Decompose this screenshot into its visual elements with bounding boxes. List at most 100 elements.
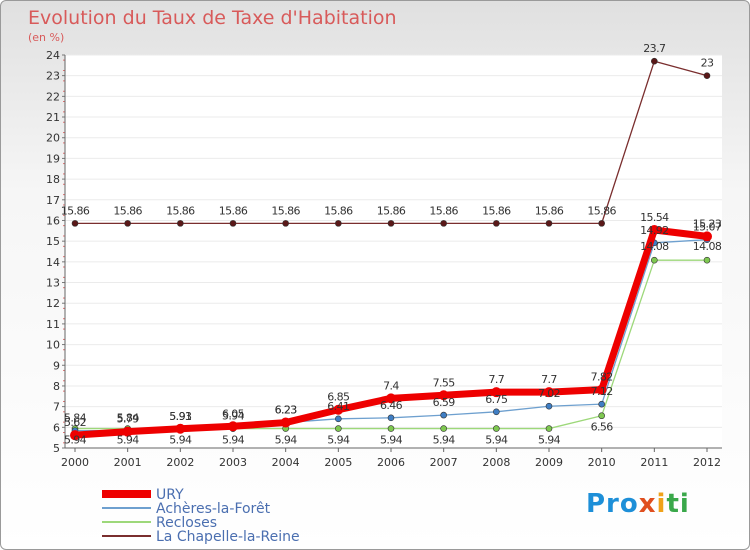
y-tick-label: 19 bbox=[46, 152, 60, 165]
data-label: 15.86 bbox=[429, 204, 458, 217]
data-point bbox=[124, 220, 131, 227]
data-label: 23.7 bbox=[643, 42, 666, 55]
data-label: 6.23 bbox=[275, 404, 298, 417]
data-point bbox=[493, 425, 500, 432]
y-tick-label: 5 bbox=[53, 442, 60, 455]
data-point bbox=[438, 390, 449, 401]
y-tick-label: 17 bbox=[46, 194, 60, 207]
data-point bbox=[651, 256, 658, 264]
data-label: 15.86 bbox=[377, 204, 406, 217]
data-label: 15.86 bbox=[535, 204, 564, 217]
y-tick-label: 15 bbox=[46, 235, 60, 248]
x-tick-label: 2011 bbox=[640, 456, 668, 469]
data-label: 7.7 bbox=[541, 373, 557, 386]
y-tick-label: 11 bbox=[46, 318, 60, 331]
data-point bbox=[545, 425, 553, 432]
data-label: 14.08 bbox=[640, 240, 669, 253]
legend-label: URY bbox=[156, 487, 184, 503]
data-label: 5.91 bbox=[169, 410, 191, 423]
x-tick-label: 2001 bbox=[114, 456, 142, 469]
data-label: 5.94 bbox=[222, 434, 245, 447]
data-label: 23 bbox=[701, 57, 714, 70]
data-label: 5.94 bbox=[222, 410, 245, 423]
data-label: 7.82 bbox=[591, 371, 613, 384]
logo-part: ti bbox=[666, 489, 690, 519]
data-label: 5.94 bbox=[64, 434, 87, 447]
data-label: 7.4 bbox=[383, 379, 399, 392]
data-label: 5.93 bbox=[169, 410, 192, 423]
data-point bbox=[386, 393, 396, 404]
data-label: 15.86 bbox=[113, 204, 142, 217]
y-tick-label: 9 bbox=[53, 359, 60, 372]
chart-title: Evolution du Taux de Taxe d'Habitation bbox=[28, 7, 397, 29]
data-label: 5.62 bbox=[64, 416, 86, 429]
data-point bbox=[280, 417, 291, 428]
data-point bbox=[122, 426, 133, 437]
data-point bbox=[175, 423, 186, 434]
data-label: 5.94 bbox=[433, 434, 456, 447]
logo-part: Pro bbox=[586, 489, 639, 519]
data-point bbox=[493, 220, 500, 227]
legend-label: Recloses bbox=[156, 515, 217, 531]
data-point bbox=[228, 421, 238, 432]
data-point bbox=[387, 414, 395, 422]
y-tick-label: 18 bbox=[46, 173, 60, 186]
data-label: 6.46 bbox=[380, 399, 403, 412]
data-label: 14.08 bbox=[693, 240, 722, 253]
data-label: 15.86 bbox=[61, 204, 90, 217]
data-label: 15.86 bbox=[482, 204, 511, 217]
legend-label: La Chapelle-la-Reine bbox=[156, 529, 300, 545]
x-tick-label: 2004 bbox=[272, 456, 300, 469]
x-tick-label: 2010 bbox=[588, 456, 616, 469]
y-tick-label: 13 bbox=[46, 277, 60, 290]
data-label: 7.12 bbox=[591, 385, 613, 398]
data-label: 6.75 bbox=[485, 393, 508, 406]
x-tick-label: 2000 bbox=[61, 456, 89, 469]
data-point bbox=[229, 220, 237, 227]
x-tick-label: 2009 bbox=[535, 456, 563, 469]
y-tick-label: 16 bbox=[46, 214, 60, 227]
data-label: 5.94 bbox=[485, 434, 508, 447]
x-tick-label: 2005 bbox=[324, 456, 352, 469]
data-point bbox=[493, 408, 500, 416]
data-point bbox=[335, 220, 342, 227]
x-tick-label: 2012 bbox=[693, 456, 721, 469]
data-point bbox=[387, 425, 395, 432]
data-point bbox=[545, 220, 553, 227]
data-point bbox=[71, 220, 79, 227]
y-tick-label: 20 bbox=[46, 132, 60, 145]
logo-part: x bbox=[638, 489, 657, 519]
data-label: 5.94 bbox=[275, 434, 298, 447]
data-point bbox=[282, 220, 289, 227]
data-point bbox=[598, 400, 605, 408]
x-tick-label: 2002 bbox=[166, 456, 194, 469]
data-label: 14.92 bbox=[640, 224, 669, 237]
x-tick-label: 2007 bbox=[430, 456, 458, 469]
data-point bbox=[440, 220, 447, 227]
data-point bbox=[440, 411, 447, 419]
data-point bbox=[545, 402, 553, 410]
y-tick-label: 6 bbox=[53, 421, 60, 434]
y-tick-label: 21 bbox=[46, 111, 60, 124]
data-label: 6.23 bbox=[275, 404, 298, 417]
data-label: 15.54 bbox=[640, 211, 669, 224]
legend-label: Achères-la-Forêt bbox=[156, 501, 271, 517]
y-tick-label: 8 bbox=[53, 380, 60, 393]
data-point bbox=[596, 384, 607, 395]
logo-part: i bbox=[656, 489, 667, 519]
data-label: 6.41 bbox=[327, 400, 349, 413]
data-point bbox=[651, 57, 658, 65]
y-tick-label: 10 bbox=[46, 339, 60, 352]
data-label: 15.86 bbox=[271, 204, 300, 217]
data-point bbox=[335, 425, 342, 432]
data-point bbox=[598, 220, 605, 227]
data-label: 6.85 bbox=[327, 391, 350, 404]
data-point bbox=[491, 387, 502, 398]
y-tick-label: 7 bbox=[53, 401, 60, 414]
data-label: 15.23 bbox=[693, 217, 722, 230]
data-label: 5.84 bbox=[117, 412, 140, 425]
y-tick-label: 22 bbox=[46, 90, 60, 103]
x-tick-label: 2008 bbox=[482, 456, 510, 469]
